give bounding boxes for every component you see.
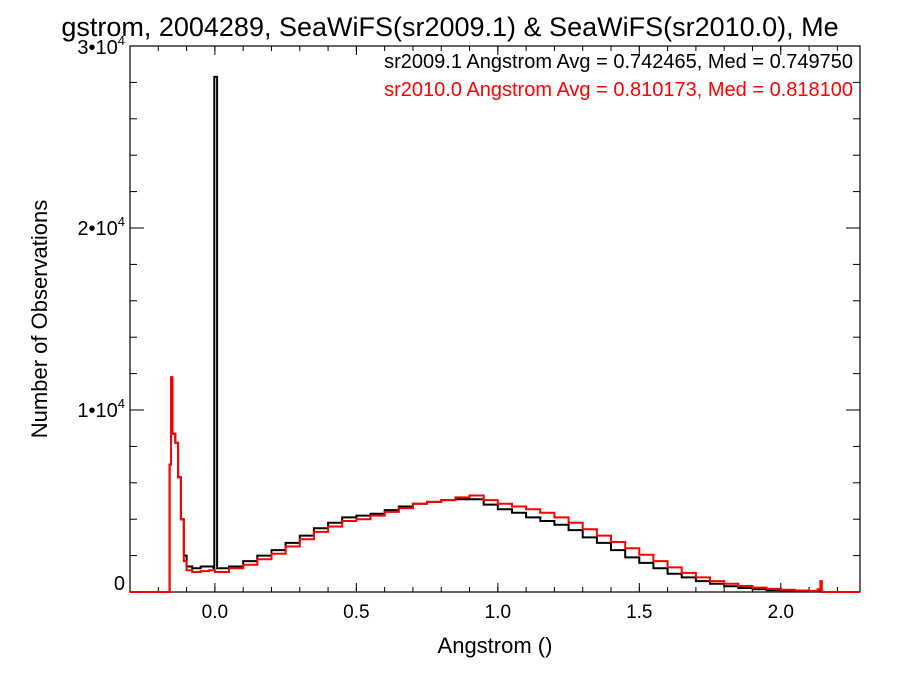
x-tick-label: 2.0 xyxy=(768,602,794,623)
plot-frame xyxy=(129,45,861,593)
y-tick-label: 1•104 xyxy=(77,396,125,422)
y-tick-exponent: 4 xyxy=(118,33,125,48)
chart-title: gstrom, 2004289, SeaWiFS(sr2009.1) & Sea… xyxy=(61,12,838,42)
y-tick-mantissa: 0 xyxy=(114,573,125,595)
y-tick-mantissa: 3•10 xyxy=(77,37,117,59)
legend-stats-sr2009: sr2009.1 Angstrom Avg = 0.742465, Med = … xyxy=(384,51,853,73)
y-tick-label: 2•104 xyxy=(77,214,125,240)
y-tick-mantissa: 2•10 xyxy=(77,218,117,240)
y-tick-label: 0 xyxy=(114,573,125,595)
x-tick-label: 1.5 xyxy=(626,602,652,623)
y-tick-label: 3•104 xyxy=(77,33,125,59)
series-line-sr2009.1 xyxy=(130,75,860,593)
x-axis-ticks: 0.0 0.5 1.0 1.5 2.0 xyxy=(157,46,838,623)
x-tick-label: 1.0 xyxy=(485,602,511,623)
y-tick-exponent: 4 xyxy=(118,396,125,411)
x-tick-label: 0.0 xyxy=(202,602,228,623)
series-line-sr2010.0 xyxy=(130,376,860,593)
x-axis-label: Angstrom () xyxy=(438,633,553,658)
legend-stats-sr2010: sr2010.0 Angstrom Avg = 0.810173, Med = … xyxy=(384,79,853,101)
y-tick-mantissa: 1•10 xyxy=(77,400,117,422)
y-tick-exponent: 4 xyxy=(118,214,125,229)
y-axis-label: Number of Observations xyxy=(27,200,52,438)
series-layer xyxy=(130,75,860,593)
x-tick-label: 0.5 xyxy=(343,602,369,623)
